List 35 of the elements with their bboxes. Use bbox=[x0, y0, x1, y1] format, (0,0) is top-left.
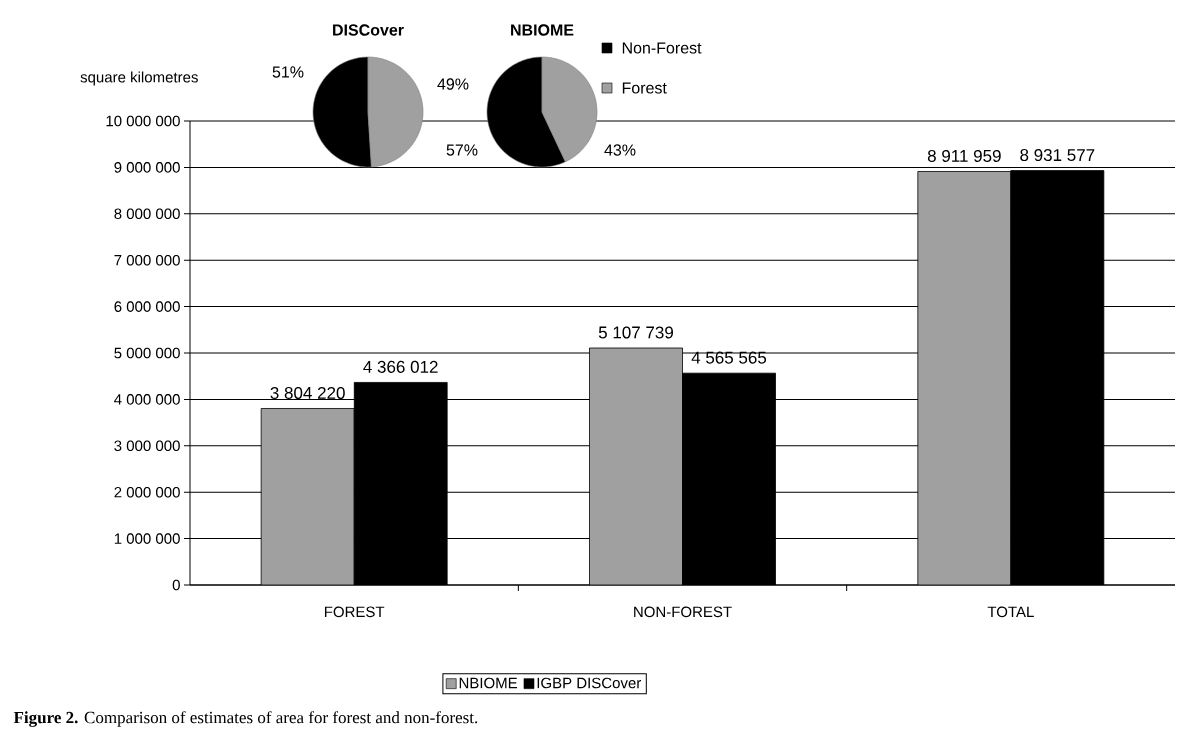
y-tick-label: 8 000 000 bbox=[114, 208, 180, 220]
y-tick-label: 2 000 000 bbox=[114, 486, 180, 498]
chart-title: NBIOME bbox=[511, 24, 574, 36]
bar bbox=[589, 347, 683, 586]
data-label: 51% bbox=[272, 66, 304, 78]
bar bbox=[917, 171, 1012, 586]
bar bbox=[260, 408, 355, 586]
y-axis-title: square kilometres bbox=[80, 71, 198, 86]
data-label: 8 911 959 bbox=[927, 149, 1001, 162]
data-label: 49% bbox=[437, 78, 469, 90]
data-label: 8 931 577 bbox=[1020, 149, 1095, 162]
data-label: 57% bbox=[446, 144, 478, 156]
y-tick-label: 9 000 000 bbox=[114, 162, 180, 173]
legend-label: NBIOME bbox=[459, 677, 518, 689]
y-tick-label: 7 000 000 bbox=[114, 254, 180, 266]
x-tick-label: FOREST bbox=[324, 606, 385, 618]
text: Figure 2. Comparison of estimates of area for forest and non-forest. bbox=[13, 711, 478, 727]
y-tick-label: 5 000 000 bbox=[114, 347, 180, 359]
y-tick-label: 0 bbox=[172, 579, 180, 591]
data-label: 43% bbox=[604, 144, 636, 156]
chart-title: DISCover bbox=[333, 24, 404, 36]
legend-label: Forest bbox=[622, 82, 667, 94]
legend-label: Non-Forest bbox=[622, 42, 702, 54]
legend-label: IGBP DISCover bbox=[537, 677, 642, 689]
data-label: 4 565 565 bbox=[691, 351, 767, 364]
y-tick-label: 6 000 000 bbox=[114, 301, 180, 312]
y-tick-label: 1 000 000 bbox=[114, 533, 180, 544]
y-tick-label: 10 000 000 bbox=[106, 115, 180, 127]
x-tick-label: NON-FOREST bbox=[634, 606, 732, 618]
y-tick-label: 4 000 000 bbox=[114, 394, 180, 405]
y-tick-label: 3 000 000 bbox=[114, 440, 180, 452]
data-label: 3 804 220 bbox=[270, 386, 345, 399]
data-label: 4 366 012 bbox=[363, 360, 438, 373]
x-tick-label: TOTAL bbox=[987, 606, 1034, 618]
data-label: 5 107 739 bbox=[598, 326, 673, 339]
